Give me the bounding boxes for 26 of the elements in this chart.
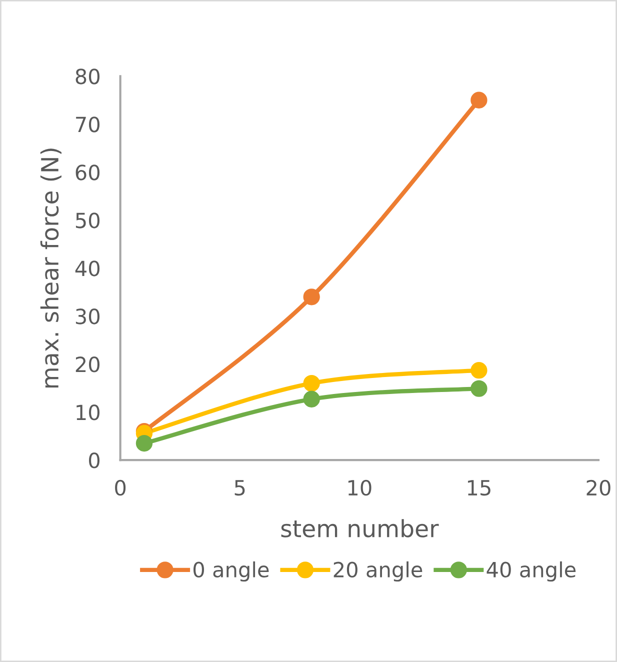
y-tick-label: 50 <box>76 212 100 228</box>
point <box>470 92 488 108</box>
x-tick-label: 0 <box>115 480 126 496</box>
y-tick-label: 20 <box>76 356 100 372</box>
legend-label: 40 angle <box>486 561 576 582</box>
x-axis-title: stem number <box>281 519 439 538</box>
point <box>470 362 488 379</box>
point <box>136 434 153 452</box>
y-tick-label: 30 <box>76 308 100 324</box>
point <box>303 390 320 408</box>
x-tick-label: 10 <box>348 480 372 496</box>
y-tick-label: 70 <box>76 116 100 132</box>
y-tick-label: 60 <box>76 164 100 180</box>
y-tick-label: 40 <box>75 260 100 276</box>
point <box>470 380 488 397</box>
point <box>303 288 320 306</box>
legend-label: 0 angle <box>194 561 269 582</box>
y-tick-label: 0 <box>88 452 100 468</box>
x-tick-label: 15 <box>468 480 490 496</box>
y-tick-label: 80 <box>76 68 100 84</box>
x-tick-label: 5 <box>234 480 245 496</box>
y-tick-label: 10 <box>76 404 100 420</box>
legend-label: 20 angle <box>334 561 422 582</box>
point <box>303 374 320 392</box>
y-axis-title: max. shear force (N) <box>40 148 62 388</box>
x-tick-label: 20 <box>586 480 610 496</box>
